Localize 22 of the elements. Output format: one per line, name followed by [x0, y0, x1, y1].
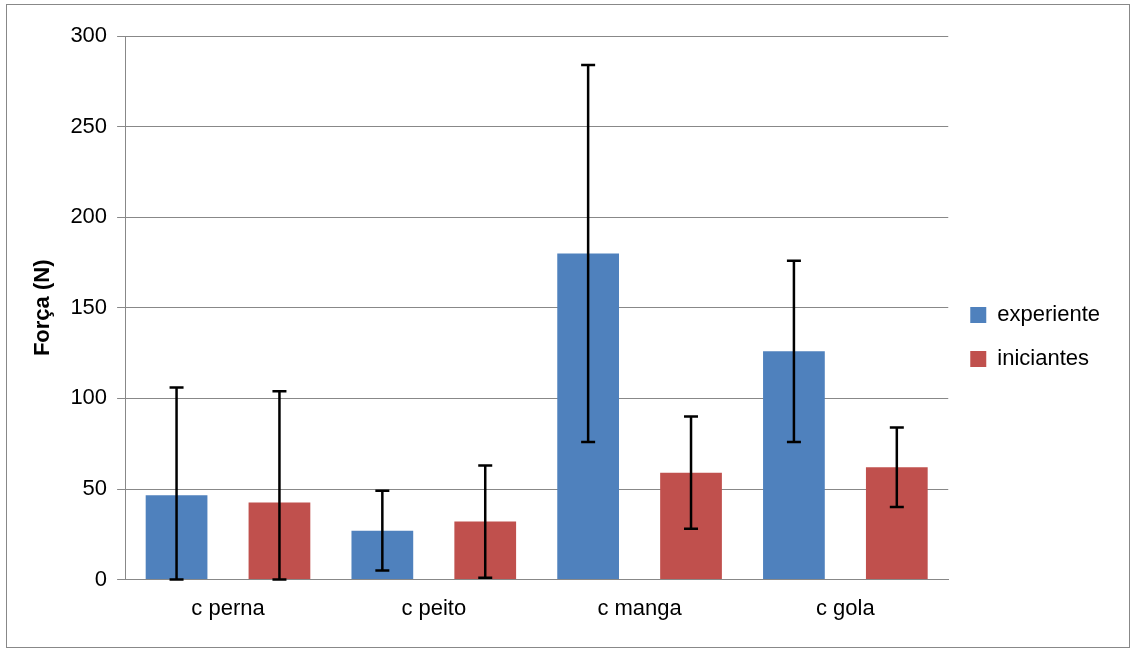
legend-label: iniciantes [997, 345, 1089, 371]
bar [248, 502, 311, 580]
x-tick-label: c manga [597, 594, 683, 620]
x-tick-label: c gola [816, 594, 876, 620]
legend-label: experiente [997, 301, 1101, 327]
bar [145, 495, 208, 580]
x-tick-label: c peito [401, 594, 467, 620]
y-tick-label: 150 [70, 293, 108, 319]
x-tick-label: c perna [191, 594, 266, 620]
bar [351, 530, 414, 580]
y-axis-title: Força (N) [29, 259, 55, 357]
bar [865, 467, 928, 580]
y-tick-label: 50 [82, 475, 108, 501]
bar [557, 253, 619, 580]
y-tick-label: 0 [94, 565, 108, 591]
y-tick-label: 300 [70, 22, 108, 48]
bar [454, 521, 517, 580]
y-tick-label: 200 [70, 203, 108, 229]
bar [763, 351, 825, 580]
bar [660, 472, 722, 580]
y-tick-label: 250 [70, 112, 108, 138]
y-tick-label: 100 [70, 384, 108, 410]
